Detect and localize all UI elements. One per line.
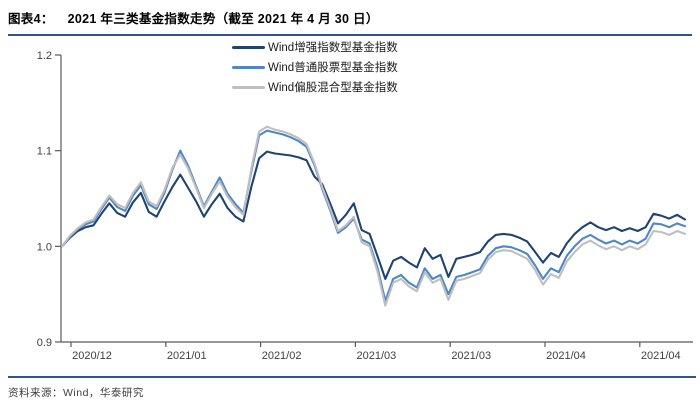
figure-title: 2021 年三类基金指数走势（截至 2021 年 4 月 30 日） bbox=[67, 12, 379, 26]
line-chart: 0.9 1.0 1.1 1.2 2020/12 2021/01 2021/02 2021/03… bbox=[37, 50, 693, 362]
source-bar: 资料来源：Wind，华泰研究 bbox=[8, 376, 696, 401]
legend-line-swatch-navy bbox=[232, 45, 265, 49]
legend-label: Wind偏股混合型基金指数 bbox=[268, 82, 398, 94]
legend-item-enhanced-index: Wind增强指数型基金指数 bbox=[232, 37, 398, 57]
svg-text:2021/04: 2021/04 bbox=[546, 350, 586, 362]
svg-text:2021/02: 2021/02 bbox=[262, 350, 302, 362]
svg-text:1.0: 1.0 bbox=[37, 241, 52, 253]
svg-text:2021/01: 2021/01 bbox=[167, 350, 207, 362]
figure-number-label: 图表4： bbox=[8, 12, 54, 26]
svg-text:1.2: 1.2 bbox=[37, 50, 52, 62]
legend-item-equity-hybrid: Wind偏股混合型基金指数 bbox=[232, 77, 398, 97]
svg-text:2021/03: 2021/03 bbox=[451, 350, 491, 362]
legend-label: Wind普通股票型基金指数 bbox=[268, 62, 398, 74]
legend-item-ordinary-stock: Wind普通股票型基金指数 bbox=[232, 57, 398, 77]
svg-text:2021/04: 2021/04 bbox=[641, 350, 681, 362]
legend-label: Wind增强指数型基金指数 bbox=[268, 42, 398, 54]
svg-text:1.1: 1.1 bbox=[37, 146, 52, 158]
svg-text:0.9: 0.9 bbox=[37, 337, 52, 349]
svg-text:2020/12: 2020/12 bbox=[72, 350, 112, 362]
svg-text:2021/03: 2021/03 bbox=[357, 350, 397, 362]
legend-line-swatch-blue bbox=[232, 65, 265, 69]
legend-line-swatch-gray bbox=[232, 85, 265, 89]
chart-legend: Wind增强指数型基金指数 Wind普通股票型基金指数 Wind偏股混合型基金指… bbox=[232, 37, 398, 97]
figure-title-bar: 图表4： 2021 年三类基金指数走势（截至 2021 年 4 月 30 日） bbox=[8, 8, 692, 36]
source-text: 资料来源：Wind，华泰研究 bbox=[8, 387, 144, 399]
